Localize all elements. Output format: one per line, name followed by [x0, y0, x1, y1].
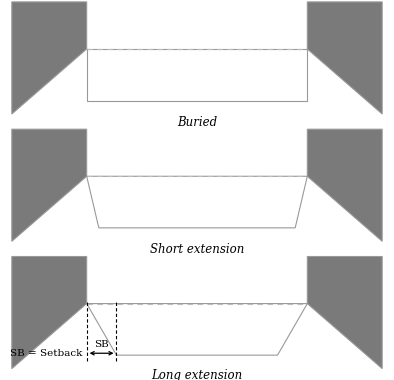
Polygon shape: [87, 304, 307, 355]
Text: Buried: Buried: [177, 116, 217, 129]
Polygon shape: [307, 129, 382, 241]
Polygon shape: [87, 49, 307, 101]
Polygon shape: [12, 256, 87, 369]
Polygon shape: [12, 2, 87, 114]
Polygon shape: [87, 176, 307, 228]
Text: Long extension: Long extension: [151, 369, 243, 380]
Text: SB: SB: [94, 340, 109, 349]
Polygon shape: [12, 129, 87, 241]
Polygon shape: [307, 2, 382, 114]
Text: SB = Setback: SB = Setback: [10, 349, 83, 358]
Polygon shape: [307, 256, 382, 369]
Text: Short extension: Short extension: [150, 243, 244, 256]
